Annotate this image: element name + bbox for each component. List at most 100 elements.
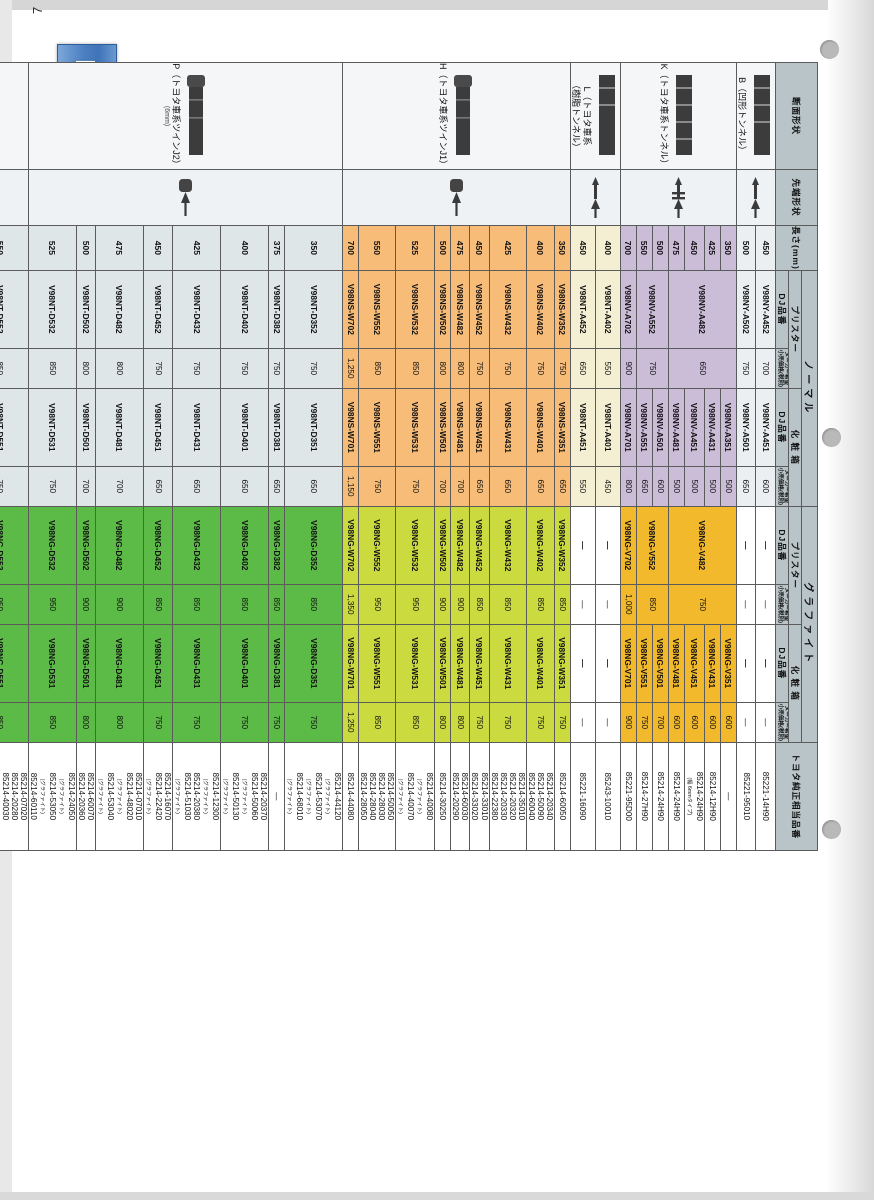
normal-plaster-price: 750 — [736, 348, 756, 389]
graphite-plaster-price: 850 — [284, 584, 343, 625]
length-cell: 350 — [720, 225, 737, 271]
length-cell: 450 — [143, 225, 173, 271]
graphite-plaster-code: V98NG-D402 — [220, 506, 269, 585]
normal-plaster-code: V98NS-W552 — [358, 270, 396, 349]
graphite-plaster-code: V98NG-W452 — [469, 506, 490, 585]
length-cell: 450 — [570, 225, 596, 271]
th-price-gb: メーカー希望小売価格(税別) — [775, 702, 789, 743]
table-row: L（トヨタ車系 （樹脂トンネル） 400 V98NT-A402 550 V98NT-A40… — [570, 62, 621, 851]
normal-box-price: 500 — [668, 466, 685, 507]
normal-plaster-price: 650 — [570, 348, 596, 389]
graphite-plaster-code: V98NG-D502 — [76, 506, 96, 585]
toyota-part-numbers: — — [720, 742, 737, 851]
graphite-plaster-code: V98NG-W482 — [450, 506, 470, 585]
graphite-plaster-price: 950 — [395, 584, 435, 625]
normal-plaster-price: 800 — [76, 348, 96, 389]
normal-plaster-price: 1,250 — [342, 348, 359, 389]
graphite-plaster-price: — — [755, 584, 776, 625]
graphite-plaster-price: 850 — [526, 584, 555, 625]
graphite-box-price: 750 — [172, 702, 221, 743]
graphite-plaster-code: V98NG-W502 — [434, 506, 451, 585]
toyota-part-numbers: 85214-50050 85214-28030 85214-28040 85214-2… — [358, 742, 396, 851]
normal-box-code: V98NV-A551 — [636, 388, 653, 467]
normal-plaster-code: V98NS-W702 — [342, 270, 359, 349]
graphite-plaster-price: 900 — [434, 584, 451, 625]
normal-plaster-code: V98NS-W502 — [434, 270, 451, 349]
graphite-box-code: V98NG-W351 — [554, 624, 571, 703]
toyota-part-numbers: 85214-44080 — [342, 742, 359, 851]
normal-plaster-code: V98NS-W352 — [554, 270, 571, 349]
normal-box-price: 650 — [268, 466, 285, 507]
normal-box-price: 450 — [595, 466, 621, 507]
graphite-box-price: 600 — [684, 702, 705, 743]
graphite-plaster-code: V98NG-D482 — [95, 506, 144, 585]
toyota-part-numbers: 85214-40080 (グラファイト) 85214-40070 (グラファイト) — [395, 742, 435, 851]
graphite-plaster-price: — — [570, 584, 596, 625]
normal-box-code: V98NS-W531 — [395, 388, 435, 467]
th-dj-code-gp: DJ品番 — [775, 506, 789, 585]
normal-box-price: 650 — [636, 466, 653, 507]
normal-box-code: V98NT-D481 — [95, 388, 144, 467]
shape-profile-cell: H（トヨタ車系ツインJ1） — [342, 62, 571, 170]
normal-box-code: V98NT-D551 — [0, 388, 29, 467]
graphite-box-code: V98NG-W431 — [489, 624, 527, 703]
normal-box-price: 700 — [76, 466, 96, 507]
length-cell: 500 — [434, 225, 451, 271]
shape-label: B（凹形トンネル） — [737, 77, 747, 155]
graphite-box-price: 850 — [0, 702, 29, 743]
th-dj-code-np: DJ品番 — [775, 270, 789, 349]
graphite-box-price: — — [736, 702, 756, 743]
toyota-part-numbers: 85214-60070 85214-20360 — [76, 742, 96, 851]
normal-plaster-code: V98NS-W432 — [489, 270, 527, 349]
graphite-box-price: 750 — [526, 702, 555, 743]
graphite-plaster-price: — — [736, 584, 756, 625]
graphite-plaster-code: V98NG-W432 — [489, 506, 527, 585]
graphite-box-code: V98NG-D481 — [95, 624, 144, 703]
normal-plaster-code: V98NT-D552 — [0, 270, 29, 349]
th-price-gp: メーカー希望小売価格(税別) — [775, 584, 789, 625]
graphite-box-code: — — [736, 624, 756, 703]
normal-box-code: V98NT-D381 — [268, 388, 285, 467]
normal-plaster-code: V98NY-A452 — [755, 270, 776, 349]
normal-box-price: 650 — [284, 466, 343, 507]
normal-plaster-code: V98NT-D402 — [220, 270, 269, 349]
graphite-box-code: V98NG-D501 — [76, 624, 96, 703]
graphite-box-code: V98NG-V451 — [684, 624, 705, 703]
toyota-part-numbers: 85214-12H90 — [704, 742, 721, 851]
punch-hole-icon — [820, 40, 839, 59]
length-cell: 550 — [636, 225, 653, 271]
graphite-box-price: 800 — [450, 702, 470, 743]
table-body: B（凹形トンネル） 450 V98NY-A452 700 V98NY-A451 600— —… — [0, 62, 776, 851]
normal-box-price: 650 — [143, 466, 173, 507]
normal-box-price: 650 — [526, 466, 555, 507]
graphite-box-price: 600 — [668, 702, 685, 743]
length-cell: 475 — [668, 225, 685, 271]
graphite-plaster-code: V98NG-D352 — [284, 506, 343, 585]
graphite-box-code: V98NG-D531 — [28, 624, 77, 703]
normal-box-code: V98NV-A451 — [684, 388, 705, 467]
graphite-box-code: V98NG-V431 — [704, 624, 721, 703]
normal-plaster-price: 750 — [284, 348, 343, 389]
normal-box-code: V98NT-D501 — [76, 388, 96, 467]
graphite-box-code: V98NG-W551 — [358, 624, 396, 703]
length-cell: 700 — [620, 225, 637, 271]
toyota-part-numbers: 85214-35010 85214-20320 85214-20330 85214-2… — [489, 742, 527, 851]
th-normal-box: 化 粧 箱 — [788, 388, 802, 507]
normal-plaster-price: 900 — [620, 348, 637, 389]
punch-hole-icon — [822, 428, 841, 447]
normal-plaster-price: 750 — [268, 348, 285, 389]
length-cell: 450 — [755, 225, 776, 271]
graphite-plaster-code: V98NG-D532 — [28, 506, 77, 585]
length-cell: 525 — [28, 225, 77, 271]
graphite-box-price: — — [755, 702, 776, 743]
graphite-box-code: — — [595, 624, 621, 703]
toyota-part-numbers: 85214-33010 85214-33020 — [469, 742, 490, 851]
graphite-box-price: 850 — [395, 702, 435, 743]
toyota-part-numbers: 85214-20340 85214-50090 85214-60040 — [526, 742, 555, 851]
length-cell: 500 — [736, 225, 756, 271]
normal-box-price: 650 — [220, 466, 269, 507]
toyota-part-numbers: 85221-95D00 — [620, 742, 637, 851]
normal-plaster-code: V98NV-A552 — [636, 270, 669, 349]
graphite-plaster-code: V98NG-W552 — [358, 506, 396, 585]
normal-plaster-price: 850 — [28, 348, 77, 389]
